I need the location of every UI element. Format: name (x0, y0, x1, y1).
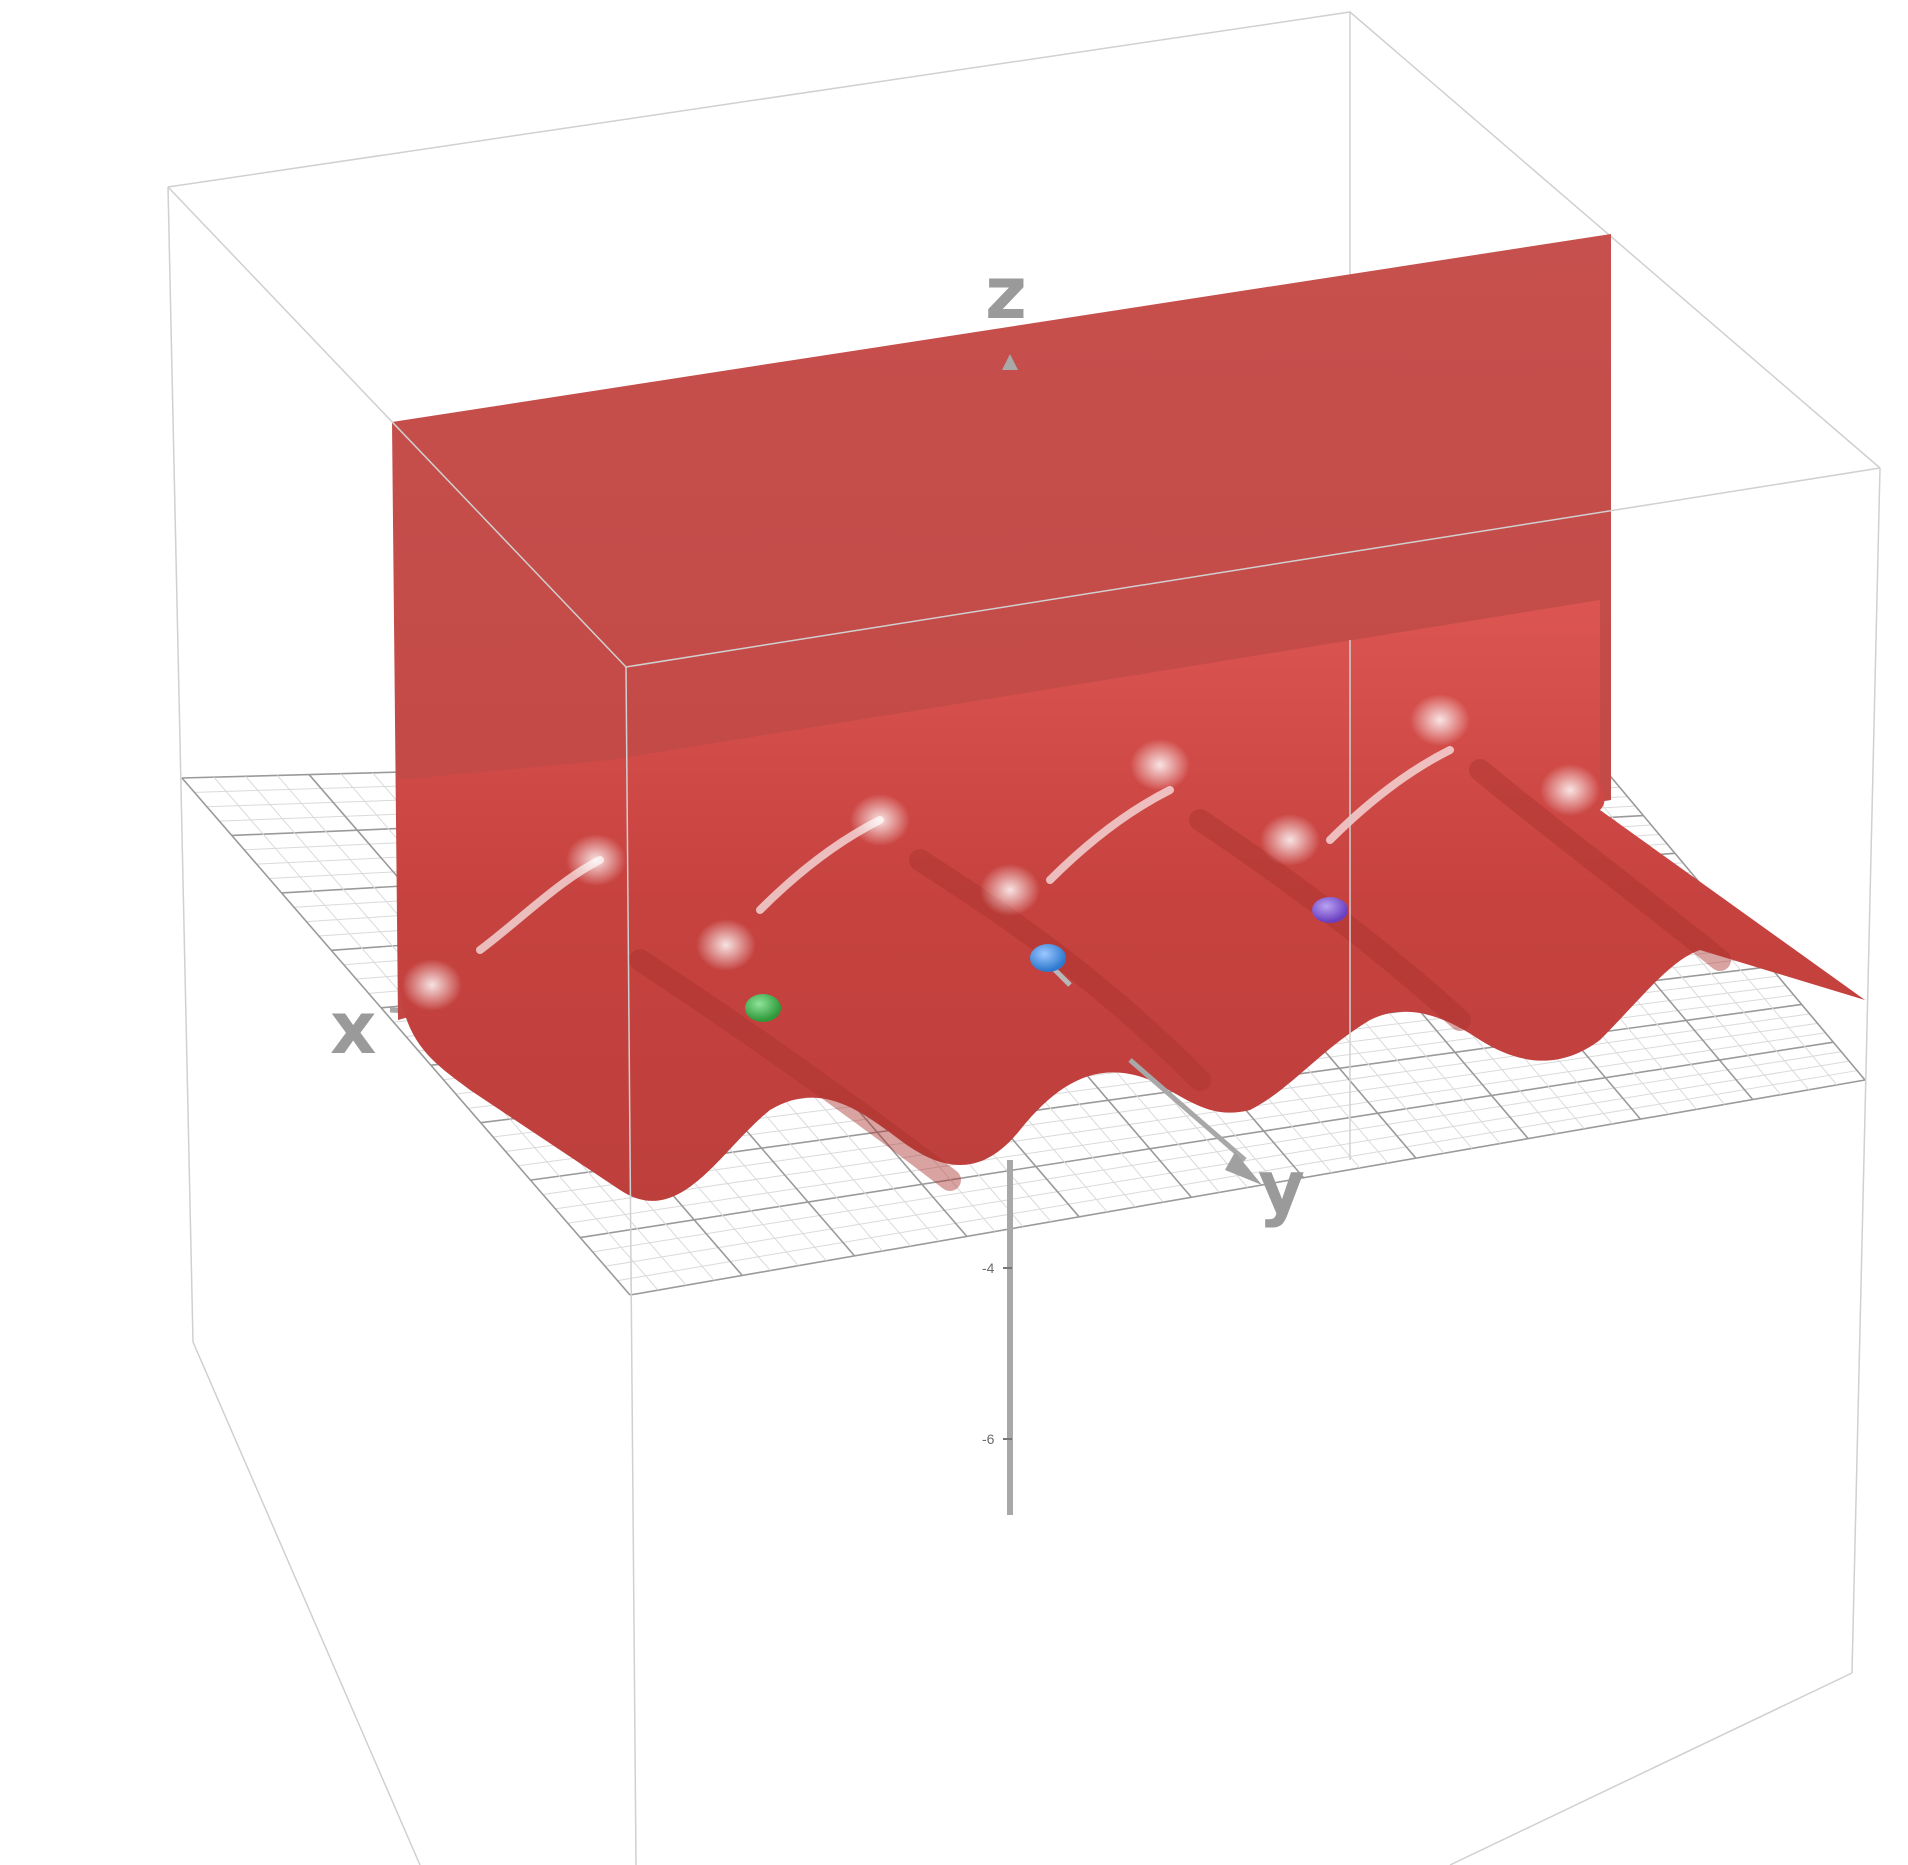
surface-waves (398, 600, 1865, 1201)
z-axis-label: z (985, 251, 1027, 335)
green-point[interactable] (745, 994, 781, 1022)
purple-point[interactable] (1312, 897, 1348, 923)
z-axis (1002, 354, 1018, 1515)
y-axis-label: y (1258, 1145, 1305, 1229)
bounding-box-front (167, 186, 1881, 1865)
x-axis-label: x (330, 986, 376, 1070)
surface-highlights (402, 694, 1600, 1011)
grid-line (181, 777, 631, 1296)
y-axis (1128, 1058, 1262, 1185)
z-tick-label: -6 (982, 1431, 995, 1447)
blue-point[interactable] (1030, 944, 1072, 987)
z-tick-label: -4 (982, 1260, 995, 1276)
z-axis-ticks: -4 -6 (982, 1260, 1012, 1447)
